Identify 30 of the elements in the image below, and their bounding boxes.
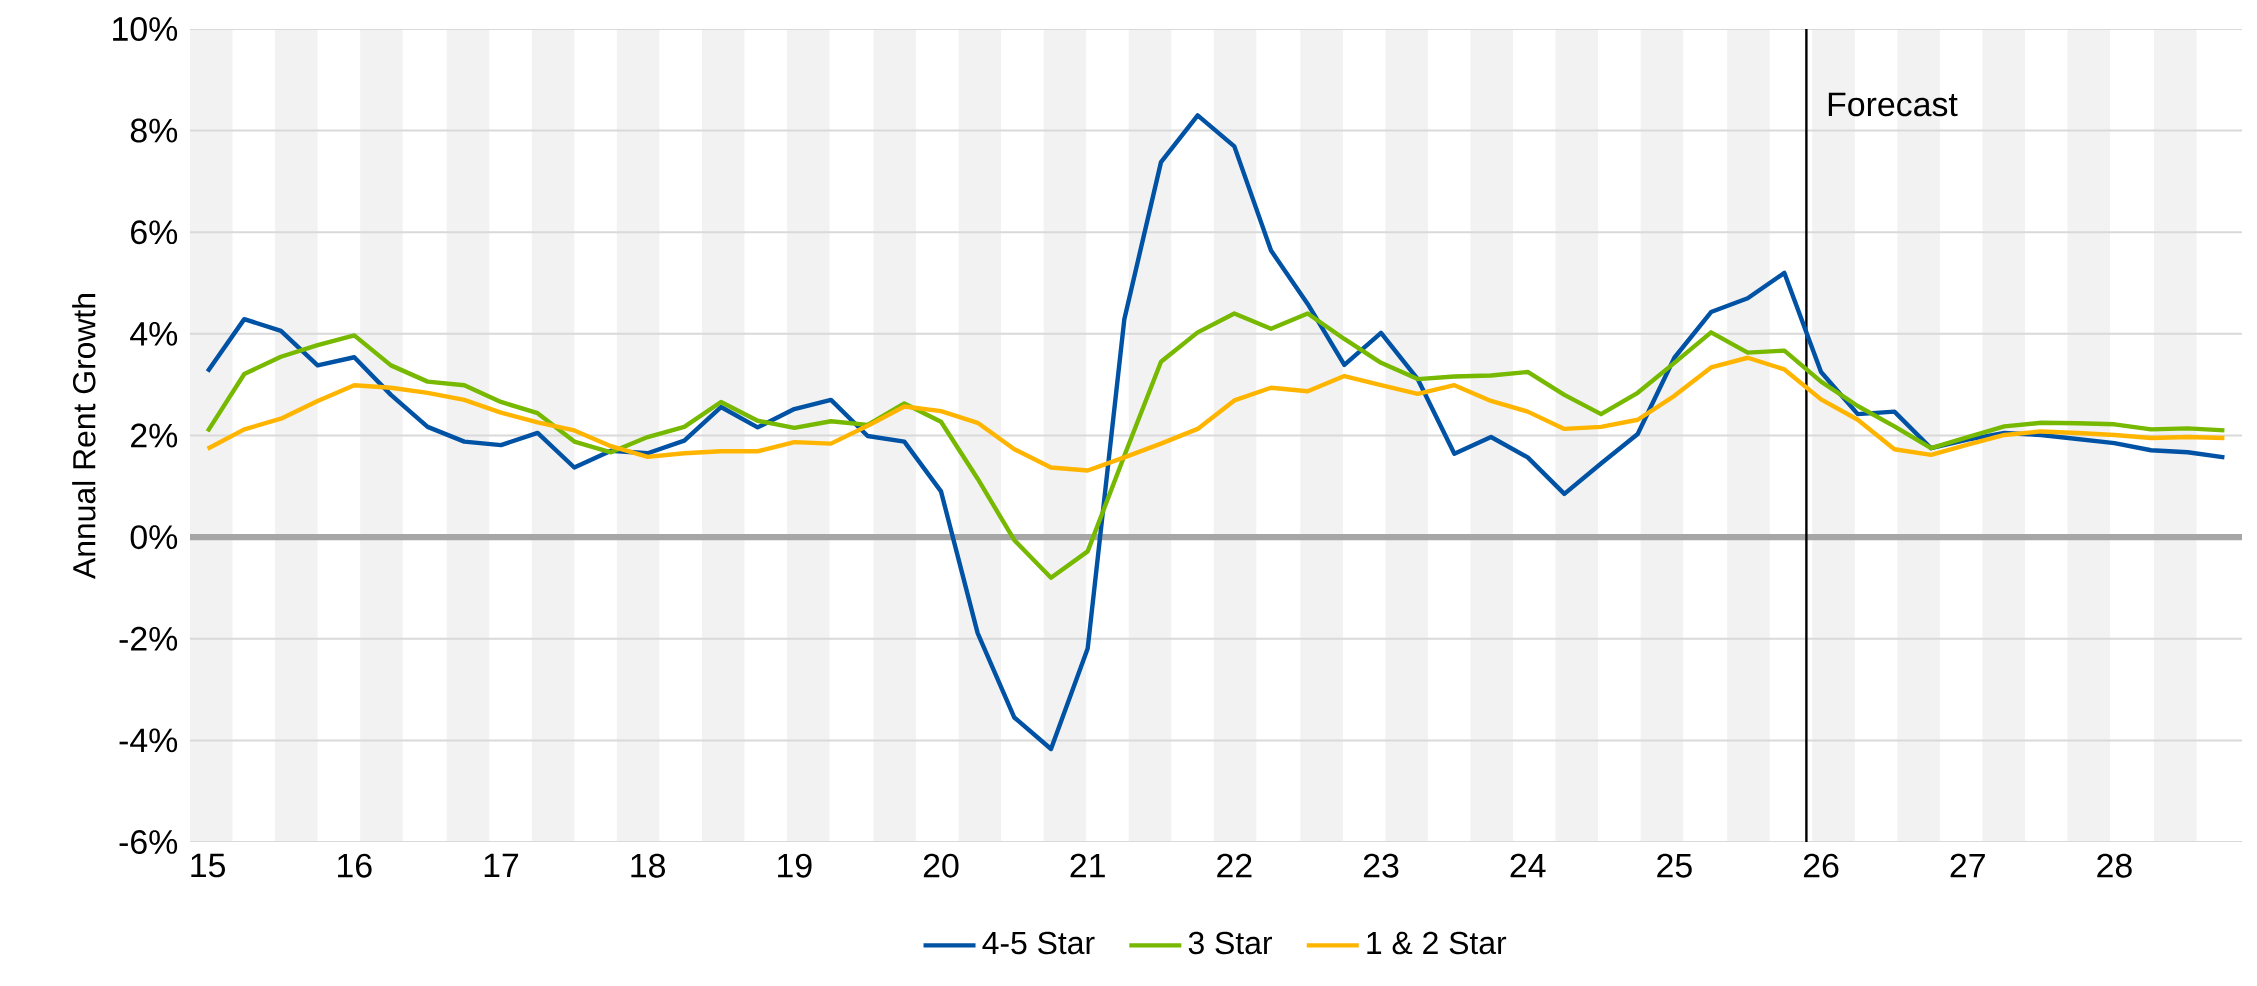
x-tick-label: 22 bbox=[1217, 853, 1252, 878]
x-tick-label: 15 bbox=[191, 853, 225, 878]
x-tick-label: 19 bbox=[778, 853, 812, 878]
legend-label: 3 Star bbox=[1188, 931, 1272, 955]
legend-label: 4-5 Star bbox=[982, 931, 1095, 955]
x-tick-label: 17 bbox=[484, 853, 519, 877]
x-tick-label: 16 bbox=[338, 853, 372, 878]
x-tick-label: 26 bbox=[1803, 853, 1839, 878]
y-tick-label: 4% bbox=[130, 322, 178, 346]
x-tick-label: 24 bbox=[1510, 853, 1546, 878]
y-tick-label: 10% bbox=[113, 17, 178, 41]
x-tick-label: 18 bbox=[631, 853, 665, 878]
y-tick-label: -2% bbox=[119, 626, 178, 651]
x-tick-label: 28 bbox=[2097, 853, 2132, 878]
legend-label: 1 & 2 Star bbox=[1367, 931, 1507, 955]
x-tick-label: 21 bbox=[1070, 853, 1105, 878]
x-tick-label: 23 bbox=[1363, 853, 1399, 878]
line-series bbox=[205, 311, 2227, 580]
x-tick-label: 25 bbox=[1657, 853, 1692, 878]
y-tick-label: 0% bbox=[130, 525, 178, 550]
ref-line-label: Forecast bbox=[1828, 92, 1958, 117]
line-series bbox=[205, 355, 2227, 473]
y-tick-label: -4% bbox=[119, 728, 178, 753]
x-tick-label: 20 bbox=[923, 853, 959, 878]
y-tick-label: -6% bbox=[119, 830, 178, 854]
y-tick-label: 8% bbox=[130, 118, 178, 143]
y-axis-title: Annual Rent Growth bbox=[72, 294, 96, 579]
y-tick-label: 2% bbox=[131, 423, 178, 448]
x-tick-label: 27 bbox=[1950, 853, 1985, 878]
y-tick-label: 6% bbox=[131, 220, 178, 245]
